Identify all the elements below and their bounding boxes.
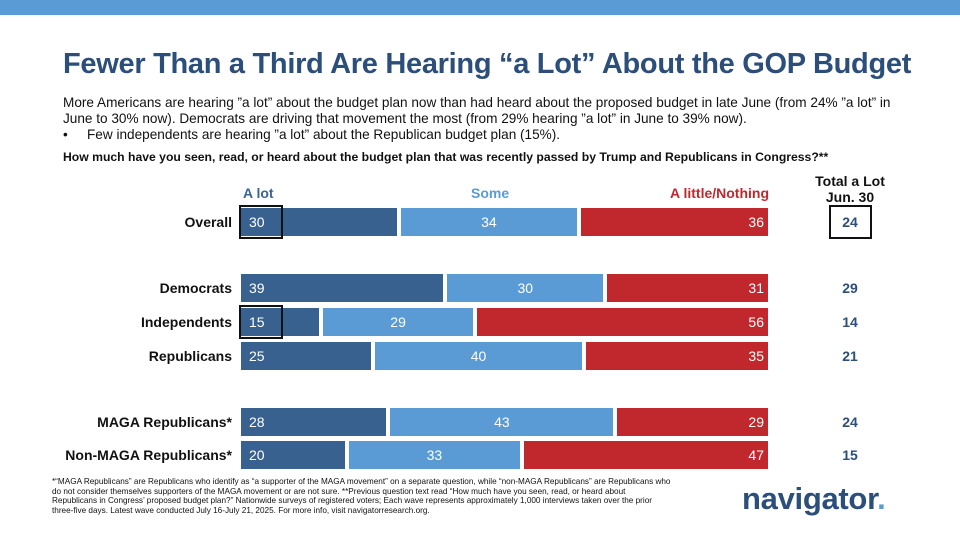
total-a-lot-democrats: 29 (842, 280, 858, 296)
bar-value-label: 20 (249, 447, 265, 463)
bar-some-independents: 29 (322, 308, 474, 336)
bar-value-label: 25 (249, 348, 265, 364)
bar-a-lot-republicans: 25 (241, 342, 371, 370)
highlight-box-independents (239, 305, 283, 339)
bar-some-republicans: 40 (374, 342, 583, 370)
total-a-lot-republicans: 21 (842, 348, 858, 364)
bar-a-lot-maga-republicans: 28 (241, 408, 387, 436)
bar-a-little-nothing-republicans: 35 (586, 342, 768, 370)
bar-value-label: 34 (481, 214, 497, 230)
navigator-logo: navigator. (742, 481, 886, 517)
bar-a-little-nothing-maga-republicans: 29 (617, 408, 768, 436)
bar-value-label: 56 (748, 314, 764, 330)
bar-value-label: 31 (748, 280, 764, 296)
bar-value-label: 43 (494, 414, 510, 430)
total-header-line2: Jun. 30 (825, 189, 875, 205)
summary-paragraph: More Americans are hearing ”a lot” about… (63, 95, 891, 126)
logo-text: navigator (742, 481, 878, 516)
legend-a-little-nothing: A little/Nothing (670, 185, 770, 201)
bullet-text: Few independents are hearing ”a lot” abo… (87, 127, 561, 142)
bar-a-little-nothing-non-maga-republicans: 47 (524, 441, 768, 469)
legend-some: Some (471, 185, 510, 201)
bar-a-lot-non-maga-republicans: 20 (241, 441, 345, 469)
total-header-line1: Total a Lot (815, 173, 885, 189)
bar-value-label: 47 (748, 447, 764, 463)
page-title: Fewer Than a Third Are Hearing “a Lot” A… (63, 48, 912, 80)
bar-a-lot-democrats: 39 (241, 274, 444, 302)
bar-value-label: 29 (390, 314, 406, 330)
bar-a-little-nothing-democrats: 31 (607, 274, 768, 302)
bar-value-label: 33 (426, 447, 443, 463)
bar-value-label: 40 (470, 348, 487, 364)
highlight-box-total-overall (829, 205, 872, 239)
top-accent-bar (0, 0, 960, 15)
legend-a-lot: A lot (243, 185, 274, 201)
total-a-lot-non-maga-republicans: 15 (842, 447, 858, 463)
row-label-overall: Overall (184, 214, 232, 230)
bar-some-overall: 34 (400, 208, 578, 236)
total-column-header: Total a Lot Jun. 30 (810, 173, 890, 205)
survey-question: How much have you seen, read, or heard a… (63, 150, 829, 164)
row-label-maga-republicans: MAGA Republicans* (97, 414, 232, 430)
bar-value-label: 30 (517, 280, 534, 296)
bar-value-label: 28 (249, 414, 265, 430)
bar-some-maga-republicans: 43 (390, 408, 614, 436)
bullet-marker: • (63, 127, 68, 142)
bar-a-little-nothing-overall: 36 (581, 208, 768, 236)
total-a-lot-overall: 24 (842, 214, 858, 230)
row-label-independents: Independents (140, 314, 232, 330)
bar-value-label: 36 (748, 214, 764, 230)
total-a-lot-independents: 14 (842, 314, 858, 330)
bar-some-democrats: 30 (447, 274, 604, 302)
logo-dot: . (877, 481, 886, 516)
bar-value-label: 30 (249, 214, 265, 230)
row-label-democrats: Democrats (159, 280, 232, 296)
bar-some-non-maga-republicans: 33 (348, 441, 521, 469)
footnote: *“MAGA Republicans” are Republicans who … (52, 477, 671, 515)
summary-bullet: • Few independents are hearing ”a lot” ab… (63, 127, 560, 143)
row-label-non-maga-republicans: Non-MAGA Republicans* (65, 447, 232, 463)
highlight-box-overall (239, 205, 283, 239)
row-label-republicans: Republicans (148, 348, 232, 364)
bar-value-label: 39 (249, 280, 265, 296)
bar-a-lot-overall: 30 (241, 208, 397, 236)
bar-value-label: 29 (748, 414, 764, 430)
bar-a-lot-independents: 15 (241, 308, 319, 336)
total-a-lot-maga-republicans: 24 (842, 414, 858, 430)
bar-value-label: 35 (748, 348, 764, 364)
bar-a-little-nothing-independents: 56 (477, 308, 768, 336)
bar-value-label: 15 (249, 314, 265, 330)
